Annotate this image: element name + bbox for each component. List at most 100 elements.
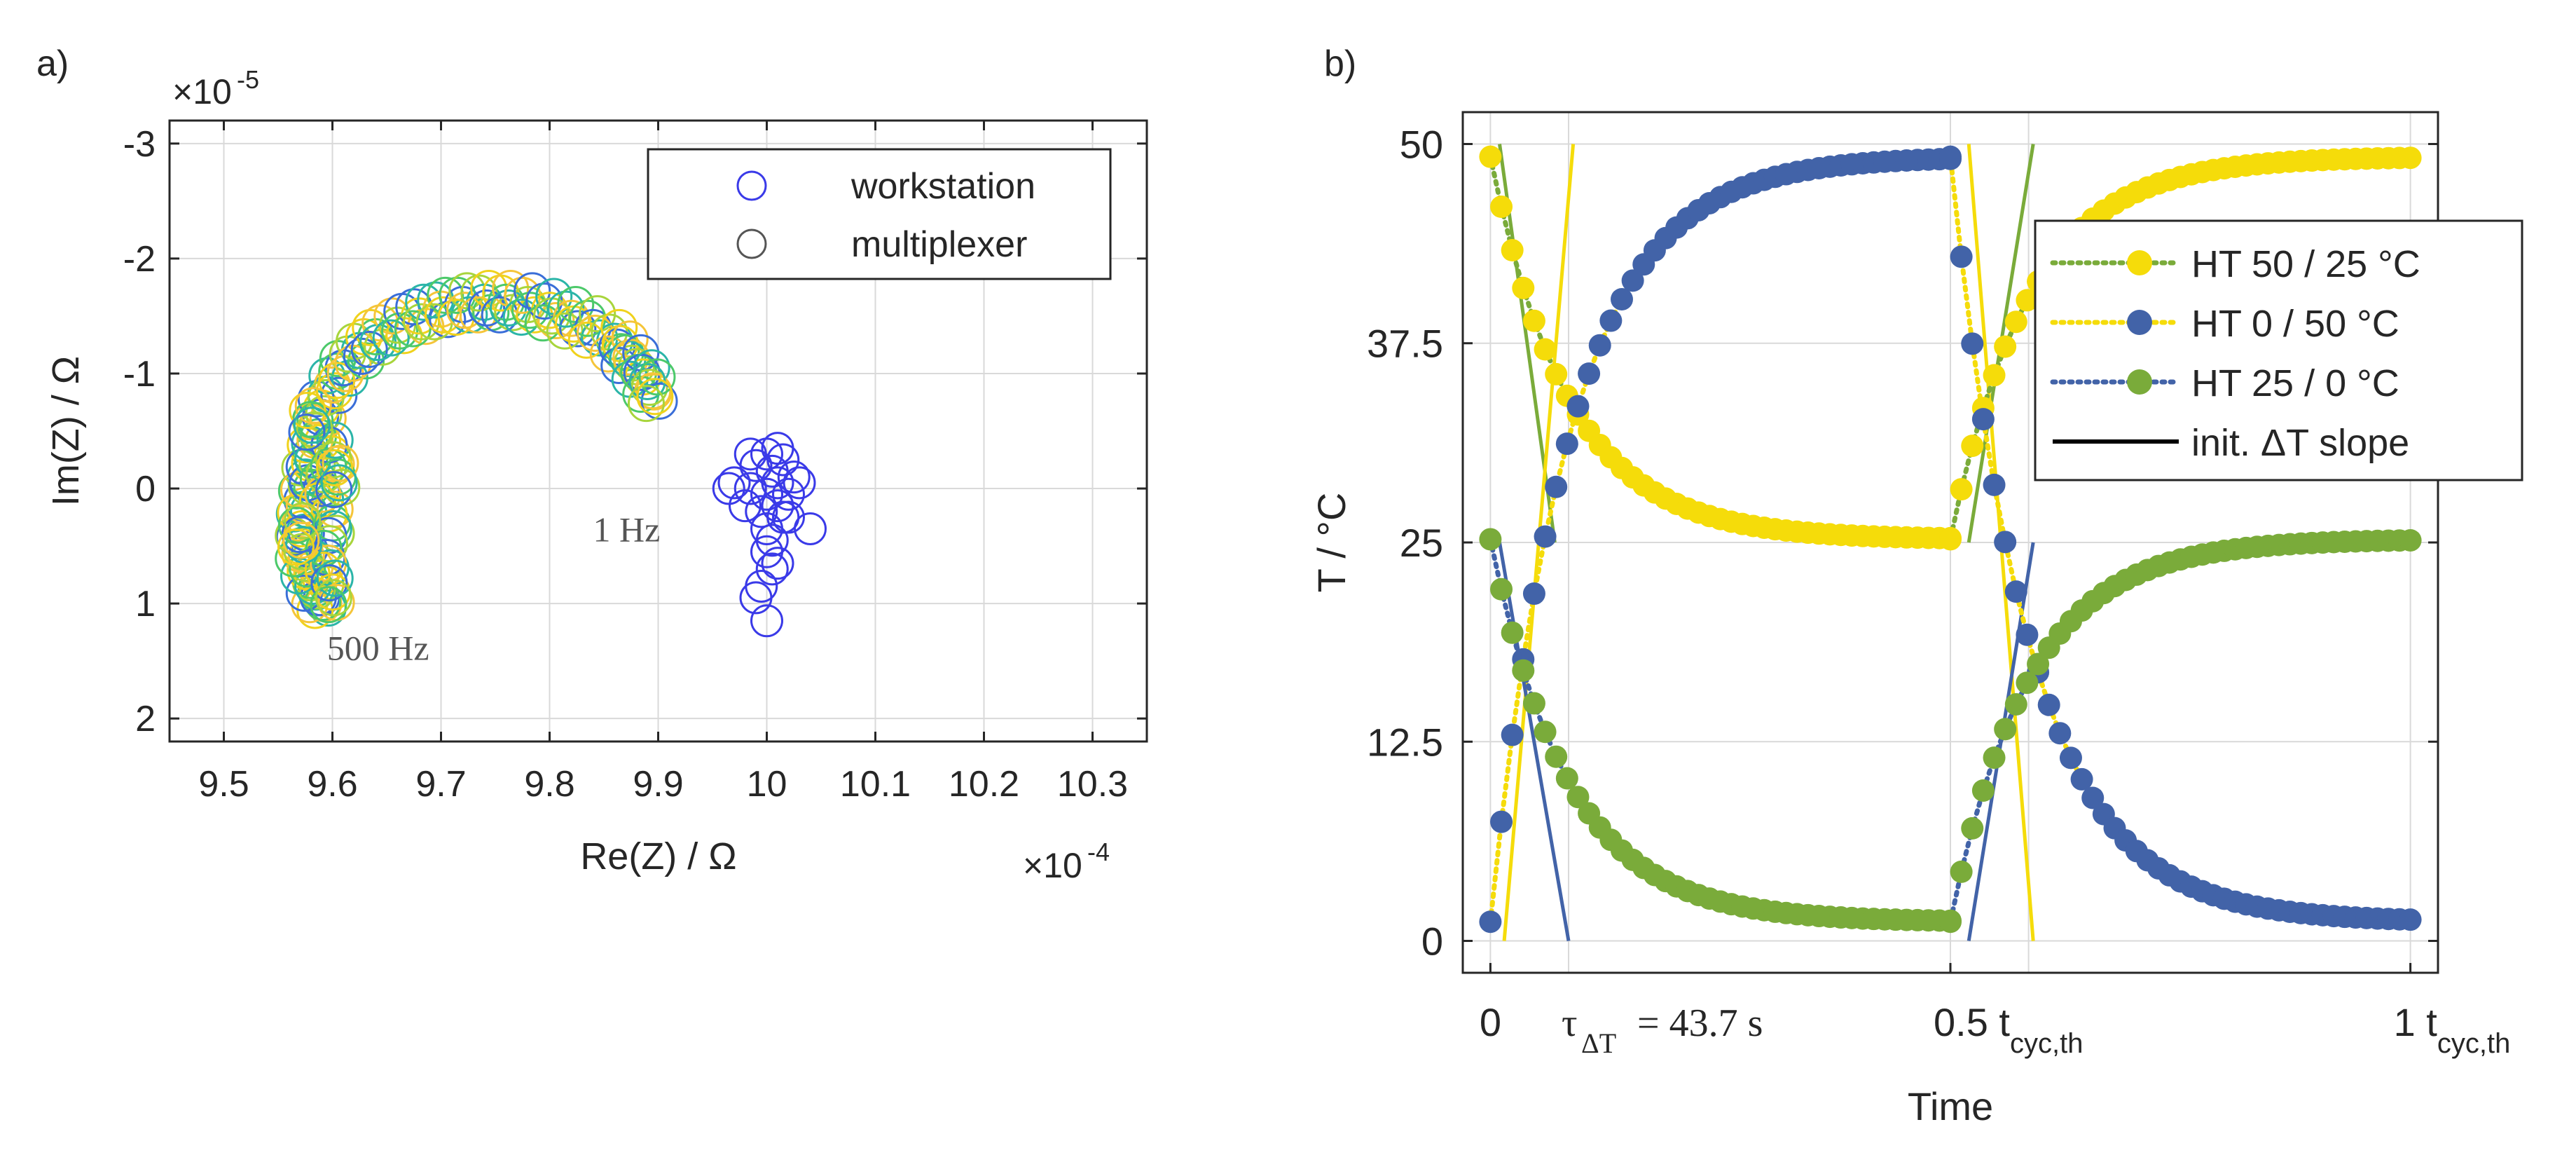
y-tick-label: 25 (1400, 521, 1443, 565)
series-marker (2399, 528, 2422, 552)
workstation-point (761, 466, 794, 500)
multiplexer-point (320, 464, 358, 502)
tau-annotation: τ ΔT = 43.7 s (1562, 1002, 1763, 1059)
series-group (1479, 528, 2422, 934)
multiplexer-point (316, 559, 354, 597)
series-marker (1961, 816, 1984, 840)
multiplexer-point (598, 328, 636, 366)
workstation-point (717, 466, 751, 500)
workstation-point (750, 535, 783, 568)
series-marker (1950, 245, 1973, 268)
multiplexer-point (381, 312, 419, 350)
multiplexer-point (350, 331, 388, 369)
legend-label: HT 50 / 25 °C (2191, 243, 2420, 285)
workstation-point (729, 489, 762, 523)
series-marker (1479, 528, 1502, 551)
multiplexer-point (284, 502, 322, 540)
series-marker (1971, 408, 1995, 431)
panel-a-x-axis-label: Re(Z) / Ω (580, 835, 736, 877)
series-marker (1555, 432, 1578, 456)
series-marker (2004, 580, 2027, 603)
panel-b-axes-frame (1461, 111, 2439, 974)
multiplexer-point (640, 382, 678, 420)
y-tick-label: 2 (135, 699, 156, 739)
workstation-point (761, 432, 794, 465)
multiplexer-point (579, 295, 617, 333)
panel-a-x-exponent: ×10 -4 (1023, 838, 1110, 885)
multiplexer-point (310, 586, 347, 624)
multiplexer-point (316, 421, 354, 459)
multiplexer-point (322, 444, 359, 482)
x-tick-label: 10.2 (949, 764, 1019, 805)
x-tick-label: 9.9 (633, 764, 683, 805)
panel-a-axes-frame (168, 119, 1148, 743)
x-exponent-power: -4 (1087, 838, 1110, 866)
tau-subscript: ΔT (1581, 1027, 1616, 1059)
initial-slope-line (1498, 542, 1571, 941)
series-marker (1994, 531, 2017, 554)
x-tick-label: 9.7 (415, 764, 466, 805)
panel-a-data-points (275, 270, 827, 638)
y-tick-label: 1 (135, 584, 156, 624)
series-marker (1939, 910, 1962, 934)
series-marker (2016, 289, 2039, 312)
workstation-point (755, 552, 789, 586)
series-marker (2016, 623, 2039, 646)
workstation-point (777, 460, 811, 494)
series-marker (1545, 475, 1568, 498)
series-marker (1983, 746, 2006, 770)
x-tick-label: 10.3 (1057, 764, 1128, 805)
multiplexer-point (631, 369, 668, 406)
series-marker (1545, 362, 1568, 385)
series-marker (1961, 435, 1984, 458)
x-tick-label: 9.5 (198, 764, 249, 805)
multiplexer-point (600, 346, 638, 384)
annotation-500hz: 500 Hz (327, 628, 429, 667)
legend-multiplexer-marker (736, 228, 767, 259)
series-marker (1566, 395, 1590, 418)
x-tick-label: 9.8 (524, 764, 574, 805)
panel-a-chart: 9.5 9.6 9.7 9.8 9.9 10 10.1 10.2 10.3 -3 -2 -1 0 1 2 ×… (45, 65, 1148, 885)
workstation-point (750, 604, 783, 638)
series-marker (1950, 478, 1973, 501)
legend-label: init. ΔT slope (2191, 422, 2409, 464)
series-marker (1621, 269, 1644, 292)
series-marker (1522, 692, 1545, 715)
series-marker (2027, 652, 2050, 676)
annotation-1hz: 1 Hz (593, 510, 661, 549)
panel-b-ticks: 0 12.5 25 37.5 50 (1367, 122, 2438, 973)
workstation-point (733, 472, 767, 505)
panel-b-y-axis-label: T / °C (1309, 493, 1354, 593)
y-tick-label: -3 (123, 124, 156, 165)
multiplexer-point (310, 564, 348, 602)
series-marker (1950, 860, 1973, 883)
multiplexer-point (559, 310, 597, 348)
multiplexer-point (315, 579, 352, 617)
tau-value: = 43.7 s (1637, 1002, 1763, 1045)
panel-b-x-axis-label: Time (1908, 1084, 1993, 1128)
y-exponent-power: -5 (237, 65, 259, 94)
multiplexer-point (293, 406, 331, 444)
series-marker (1534, 525, 1557, 548)
series-marker (2016, 671, 2039, 695)
series-marker (1578, 362, 1601, 385)
multiplexer-point (277, 528, 315, 566)
workstation-point (745, 495, 778, 528)
series-marker (1522, 309, 1545, 332)
series-marker (2399, 146, 2422, 170)
multiplexer-point (294, 387, 332, 425)
x-tick-label-subscript: cyc,th (2010, 1028, 2083, 1059)
multiplexer-point (316, 449, 354, 487)
series-marker (2004, 692, 2027, 716)
series-marker (1610, 287, 1633, 310)
series-marker (1479, 910, 1502, 934)
workstation-point (761, 547, 794, 580)
y-tick-label: 50 (1400, 122, 1443, 166)
panel-b-label: b) (1324, 43, 1356, 84)
multiplexer-point (372, 319, 410, 357)
series-marker (2059, 746, 2082, 770)
multiplexer-point (309, 399, 347, 437)
workstation-point (733, 437, 767, 471)
panel-b-legend: HT 50 / 25 °C HT 0 / 50 °C HT 25 / 0 °C ini… (2034, 219, 2523, 481)
